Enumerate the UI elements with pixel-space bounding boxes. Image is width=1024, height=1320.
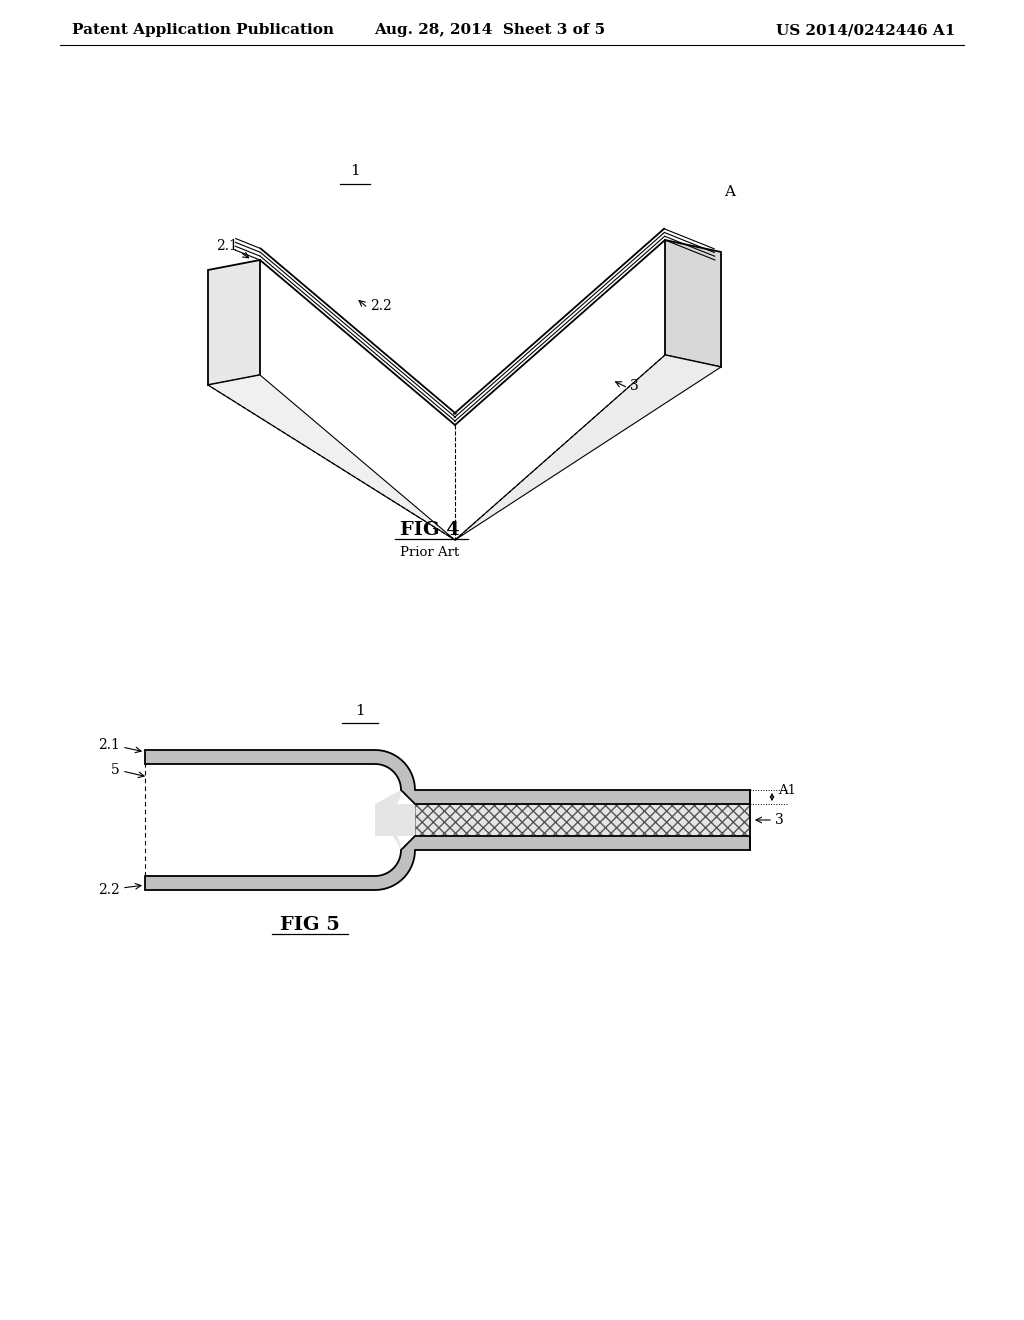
- Text: 3: 3: [630, 379, 639, 393]
- Polygon shape: [375, 804, 750, 836]
- Polygon shape: [665, 240, 721, 367]
- Text: 3: 3: [775, 813, 783, 828]
- Text: 2.1: 2.1: [98, 738, 120, 752]
- Text: Prior Art: Prior Art: [400, 545, 460, 558]
- Polygon shape: [455, 355, 721, 540]
- Text: 1: 1: [355, 704, 365, 718]
- Text: Patent Application Publication: Patent Application Publication: [72, 22, 334, 37]
- Text: 2.1: 2.1: [216, 239, 238, 253]
- Text: FIG 4: FIG 4: [400, 521, 460, 539]
- Text: A: A: [725, 185, 735, 199]
- Polygon shape: [375, 789, 401, 850]
- Text: 2.2: 2.2: [370, 300, 392, 313]
- Text: FIG 5: FIG 5: [280, 916, 340, 935]
- Polygon shape: [145, 750, 750, 804]
- Text: A1: A1: [778, 784, 796, 797]
- Text: 2.2: 2.2: [98, 883, 120, 898]
- Polygon shape: [208, 375, 455, 540]
- Polygon shape: [145, 836, 750, 890]
- Text: 1: 1: [350, 164, 359, 178]
- Text: Aug. 28, 2014  Sheet 3 of 5: Aug. 28, 2014 Sheet 3 of 5: [375, 22, 605, 37]
- Polygon shape: [208, 260, 260, 385]
- Text: US 2014/0242446 A1: US 2014/0242446 A1: [775, 22, 955, 37]
- Text: 5: 5: [112, 763, 120, 777]
